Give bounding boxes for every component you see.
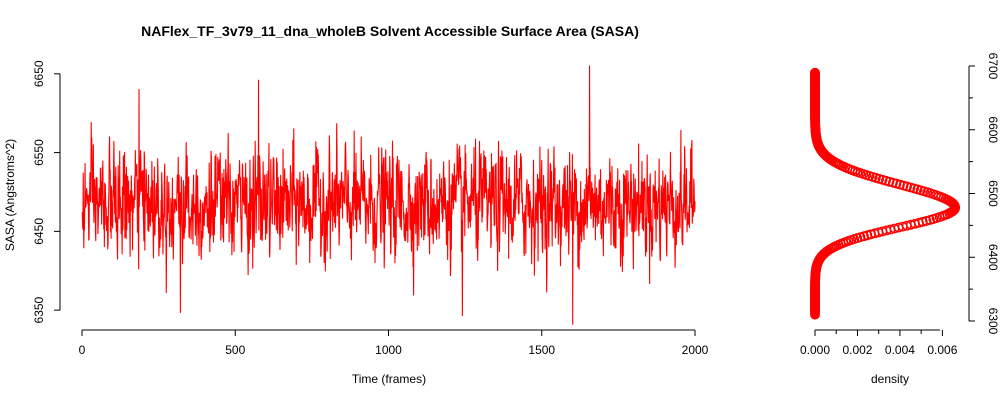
density-x-label: density	[871, 372, 909, 386]
density-x-axis: 0.000 0.002 0.004 0.006	[800, 329, 958, 357]
density-panel: 0.000 0.002 0.004 0.006 6300 6400 6500 6600 670…	[800, 53, 1000, 386]
density-point	[810, 67, 820, 78]
x-tick-label: 0	[79, 343, 86, 357]
timeseries-panel: 0 500 1000 1500 2000 6350 6450 6550 6650 Time (…	[3, 60, 709, 386]
x-tick-label: 1000	[375, 343, 402, 357]
timeseries-x-axis: 0 500 1000 1500 2000	[79, 329, 709, 357]
sasa-series-line	[81, 65, 696, 325]
density-y-tick-label: 6300	[986, 308, 1000, 335]
y-tick-label: 6650	[32, 60, 46, 87]
chart-title: NAFlex_TF_3v79_11_dna_wholeB Solvent Acc…	[141, 23, 639, 39]
density-x-tick-label: 0.004	[885, 343, 915, 357]
x-tick-label: 500	[225, 343, 245, 357]
density-x-tick-label: 0.006	[927, 343, 957, 357]
density-y-tick-label: 6600	[986, 116, 1000, 143]
timeseries-line	[81, 65, 696, 325]
y-tick-label: 6350	[32, 296, 46, 323]
y-tick-label: 6550	[32, 139, 46, 166]
timeseries-x-label: Time (frames)	[352, 372, 426, 386]
density-x-tick-label: 0.000	[800, 343, 830, 357]
timeseries-y-axis: 6350 6450 6550 6650	[32, 60, 61, 323]
density-x-tick-label: 0.002	[842, 343, 872, 357]
density-y-tick-label: 6700	[986, 53, 1000, 80]
density-y-tick-label: 6500	[986, 180, 1000, 207]
density-y-axis: 6300 6400 6500 6600 6700	[968, 53, 1000, 335]
density-y-tick-label: 6400	[986, 244, 1000, 271]
y-tick-label: 6450	[32, 218, 46, 245]
timeseries-y-label: SASA (Angstroms^2)	[3, 139, 17, 251]
density-points	[810, 67, 961, 320]
x-tick-label: 1500	[528, 343, 555, 357]
x-tick-label: 2000	[682, 343, 709, 357]
